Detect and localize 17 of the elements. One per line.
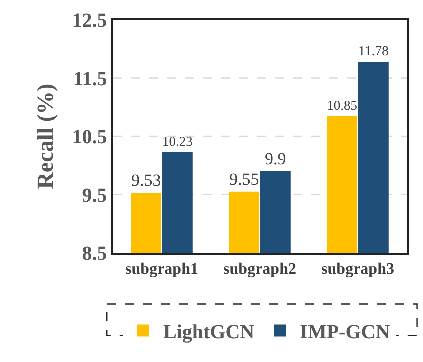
data-label: 9.53	[131, 171, 162, 190]
data-label: 10.23	[162, 134, 194, 150]
data-label: 11.78	[358, 44, 389, 59]
x-tick-label: subgraph1	[126, 260, 198, 278]
data-label: 9.9	[265, 149, 286, 168]
text: 11.5	[73, 68, 108, 90]
x-tick-label: subgraph3	[322, 260, 394, 278]
text: 9.5	[82, 184, 108, 207]
y-axis-title: Recall (%)	[33, 84, 58, 190]
text: 8.5	[82, 243, 108, 265]
legend-label: LightGCN	[164, 322, 256, 344]
x-tick-label: subgraph2	[224, 260, 296, 278]
legend-label: IMP-GCN	[300, 322, 391, 344]
data-label: 10.85	[327, 98, 358, 113]
text: 12.5	[72, 10, 108, 32]
data-label: 9.55	[229, 170, 260, 189]
text: 10.5	[72, 126, 108, 148]
